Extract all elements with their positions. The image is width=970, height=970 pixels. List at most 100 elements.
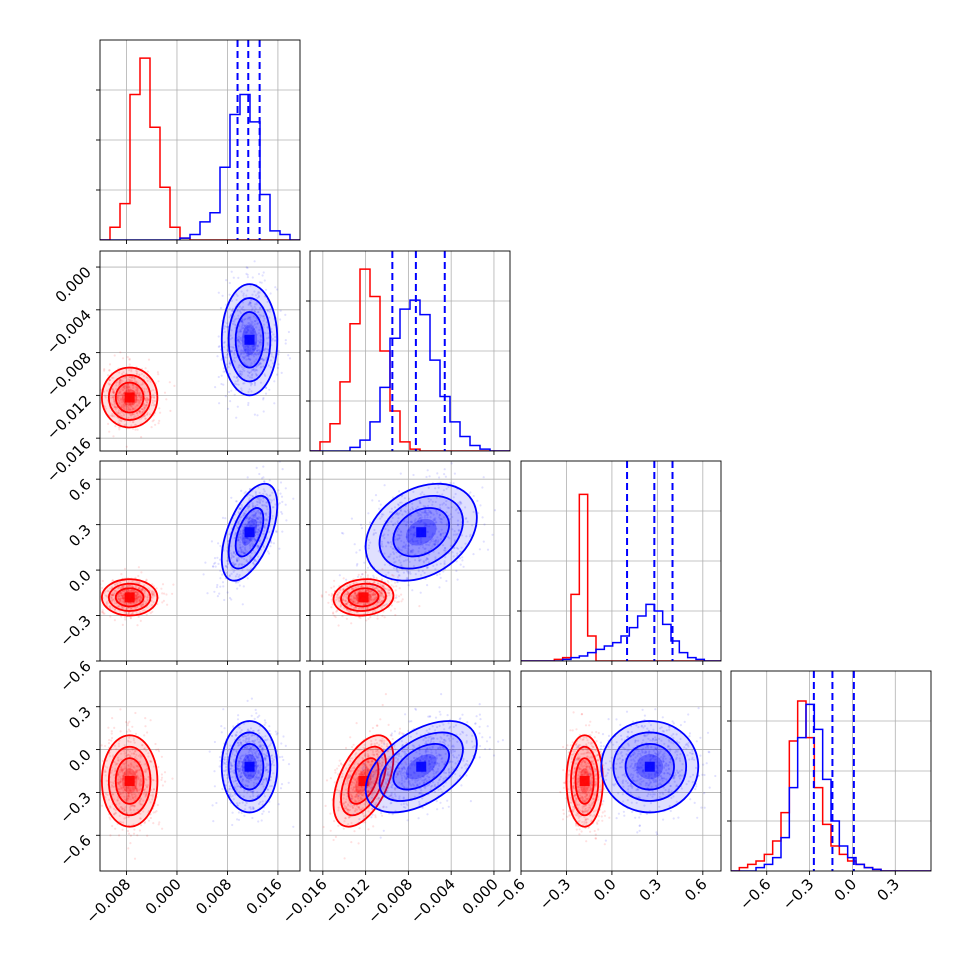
sample-point [418,521,421,524]
sample-point [259,517,263,520]
sample-point [368,602,371,605]
sample-point [156,371,159,374]
sample-point [149,794,153,797]
sample-point [392,523,395,527]
sample-point [127,832,131,835]
sample-point [120,388,123,391]
sample-point [124,404,127,407]
sample-point [383,595,386,599]
sample-point [128,754,131,757]
sample-point [442,532,445,535]
sample-point [239,508,242,511]
sample-point [241,530,244,533]
sample-point [230,389,233,392]
sample-point [252,344,256,347]
sample-point [272,356,275,359]
sample-point [279,492,282,495]
sample-point [378,591,381,594]
sample-point [104,744,107,748]
sample-point [271,491,274,494]
sample-point [111,387,114,390]
sample-point [131,580,135,583]
sample-point [243,512,246,515]
sample-point [398,587,401,590]
sample-point [244,536,247,540]
sample-point [95,402,97,404]
sample-point [123,809,127,812]
sample-point [269,308,272,311]
sample-point [404,559,407,562]
sample-point [249,364,252,367]
sample-point [123,405,126,408]
sample-point [244,332,247,335]
sample-point [390,511,394,514]
sample-point [419,574,423,577]
sample-point [368,589,371,592]
sample-point [234,324,237,327]
sample-point [253,320,256,323]
sample-point [372,532,375,535]
sample-point [239,541,242,544]
sample-point [245,737,248,741]
sample-point [386,541,389,544]
sample-point [258,291,261,294]
sample-point [237,383,240,386]
sample-point [246,276,249,279]
sample-point [141,411,144,414]
sample-point [251,373,254,376]
sample-point [381,585,384,588]
sample-point [424,524,427,527]
sample-point [117,597,120,600]
sample-point [240,326,243,329]
sample-point [127,815,131,818]
sample-point [231,322,235,325]
sample-point [274,339,277,342]
sample-point [136,391,139,394]
sample-point [345,603,348,606]
sample-point [120,381,123,384]
sample-point [468,535,472,538]
sample-point [130,612,133,615]
sample-point [128,772,131,775]
sample-point [244,490,247,493]
sample-point [120,378,123,381]
sample-point [229,338,232,341]
sample-point [375,587,378,590]
sample-point [408,560,411,564]
sample-point [389,545,392,548]
sample-point [113,405,116,408]
sample-point [440,517,443,521]
sample-point [259,343,262,346]
sample-point [360,527,364,530]
sample-point [214,565,217,568]
sample-point [146,596,149,599]
sample-point [139,754,142,758]
sample-point [144,770,147,774]
sample-point [135,581,138,584]
sample-point [231,751,234,754]
sample-point [242,514,245,517]
sample-point [386,533,390,536]
sample-point [135,593,138,596]
sample-point [405,524,408,527]
sample-point [131,402,134,405]
sample-point [254,513,257,517]
sample-point [254,311,257,314]
sample-point [144,408,147,411]
sample-point [483,523,486,526]
sample-point [261,504,264,507]
sample-point [134,576,137,580]
sample-point [117,586,121,589]
sample-point [135,372,138,375]
sample-point [132,427,135,430]
sample-point [399,509,403,513]
sample-point [279,481,283,484]
sample-point [96,391,98,393]
sample-point [227,540,230,543]
sample-point [218,402,221,405]
sample-point [217,375,220,379]
sample-point [123,752,126,755]
sample-point [127,612,130,615]
sample-point [120,398,123,401]
sample-point [136,389,139,392]
